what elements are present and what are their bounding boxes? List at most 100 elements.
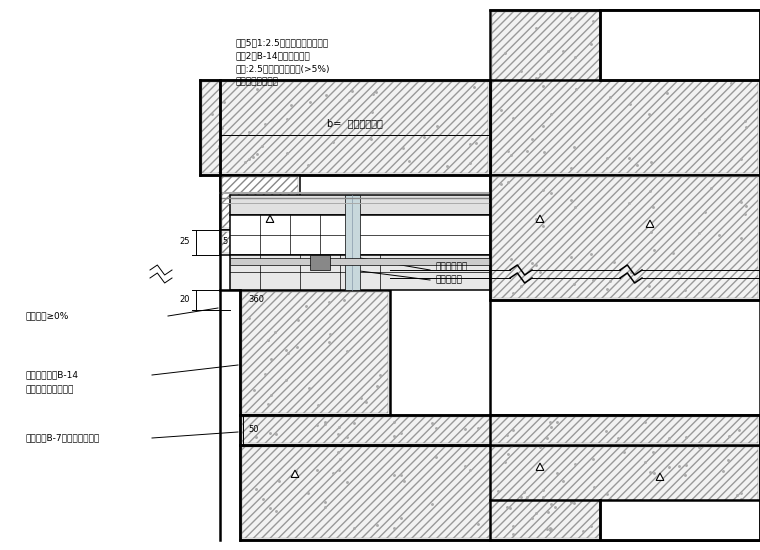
Point (631, 161, 643, 169)
Point (388, 471, 400, 480)
Point (374, 370, 386, 379)
Polygon shape (230, 215, 490, 255)
Point (464, 158, 476, 167)
Polygon shape (492, 177, 758, 298)
Point (643, 110, 655, 119)
Polygon shape (222, 232, 283, 253)
Point (388, 524, 401, 532)
Polygon shape (600, 10, 760, 80)
Point (526, 259, 538, 268)
Point (281, 115, 293, 124)
Point (603, 92, 616, 101)
Point (739, 210, 751, 218)
Point (541, 507, 553, 516)
Point (584, 521, 597, 530)
Point (551, 417, 563, 426)
Text: 抹灰5厚1:2.5钢刷水泥砂浆找平层: 抹灰5厚1:2.5钢刷水泥砂浆找平层 (235, 38, 328, 47)
Polygon shape (266, 215, 274, 222)
Point (282, 349, 294, 358)
Text: 钢筋液态B-7氯丁胶乳水泥浆: 钢筋液态B-7氯丁胶乳水泥浆 (25, 433, 100, 443)
Point (740, 520, 752, 529)
Point (273, 477, 285, 486)
Point (348, 418, 360, 427)
Point (355, 394, 367, 403)
Point (545, 189, 557, 197)
Point (472, 424, 484, 433)
Point (673, 115, 685, 124)
Point (545, 500, 557, 509)
Point (714, 231, 726, 240)
Point (612, 433, 624, 442)
Point (369, 119, 381, 128)
Point (723, 432, 735, 441)
Point (507, 521, 519, 530)
Point (645, 228, 657, 236)
Point (371, 382, 383, 391)
Point (394, 513, 407, 522)
Point (269, 327, 281, 336)
Point (337, 295, 350, 304)
Point (705, 508, 717, 516)
Point (724, 430, 736, 438)
Point (398, 477, 410, 486)
Point (601, 284, 613, 293)
Point (545, 110, 557, 119)
Point (565, 14, 577, 23)
Point (290, 343, 302, 351)
Point (739, 117, 751, 126)
Point (505, 255, 517, 263)
Point (643, 281, 655, 290)
Point (537, 493, 549, 502)
Point (534, 267, 546, 276)
Point (622, 153, 635, 162)
Point (333, 465, 345, 474)
Point (270, 507, 282, 516)
Point (565, 498, 577, 507)
Point (587, 483, 600, 492)
Polygon shape (490, 175, 760, 300)
Point (565, 253, 577, 262)
Point (541, 47, 553, 56)
Point (663, 463, 675, 472)
Point (714, 424, 726, 432)
Text: 断桥铝合金框: 断桥铝合金框 (435, 262, 467, 272)
Point (334, 454, 346, 463)
Point (505, 442, 517, 451)
Point (418, 133, 430, 141)
Point (506, 425, 518, 434)
Point (327, 138, 339, 146)
Point (587, 16, 599, 25)
Point (323, 298, 335, 306)
Point (216, 124, 228, 133)
Polygon shape (202, 82, 488, 173)
Point (264, 504, 276, 513)
Point (430, 453, 442, 462)
Point (556, 476, 568, 485)
Point (705, 38, 717, 47)
Point (261, 399, 274, 408)
Point (332, 430, 344, 439)
Point (545, 525, 557, 533)
Point (723, 522, 735, 531)
Point (680, 433, 692, 442)
Point (265, 355, 277, 364)
Point (735, 197, 747, 206)
Point (459, 425, 471, 433)
Point (312, 401, 325, 410)
Point (556, 47, 568, 56)
Point (302, 384, 315, 393)
Point (255, 142, 268, 151)
Point (680, 461, 692, 470)
Point (644, 187, 657, 196)
Point (625, 436, 638, 445)
Point (735, 234, 747, 243)
Point (607, 418, 619, 427)
Point (284, 100, 296, 109)
Point (206, 109, 218, 118)
Point (648, 468, 660, 477)
Point (644, 28, 657, 36)
Point (259, 119, 271, 128)
Point (248, 386, 260, 394)
Point (543, 523, 556, 532)
Point (333, 422, 345, 431)
